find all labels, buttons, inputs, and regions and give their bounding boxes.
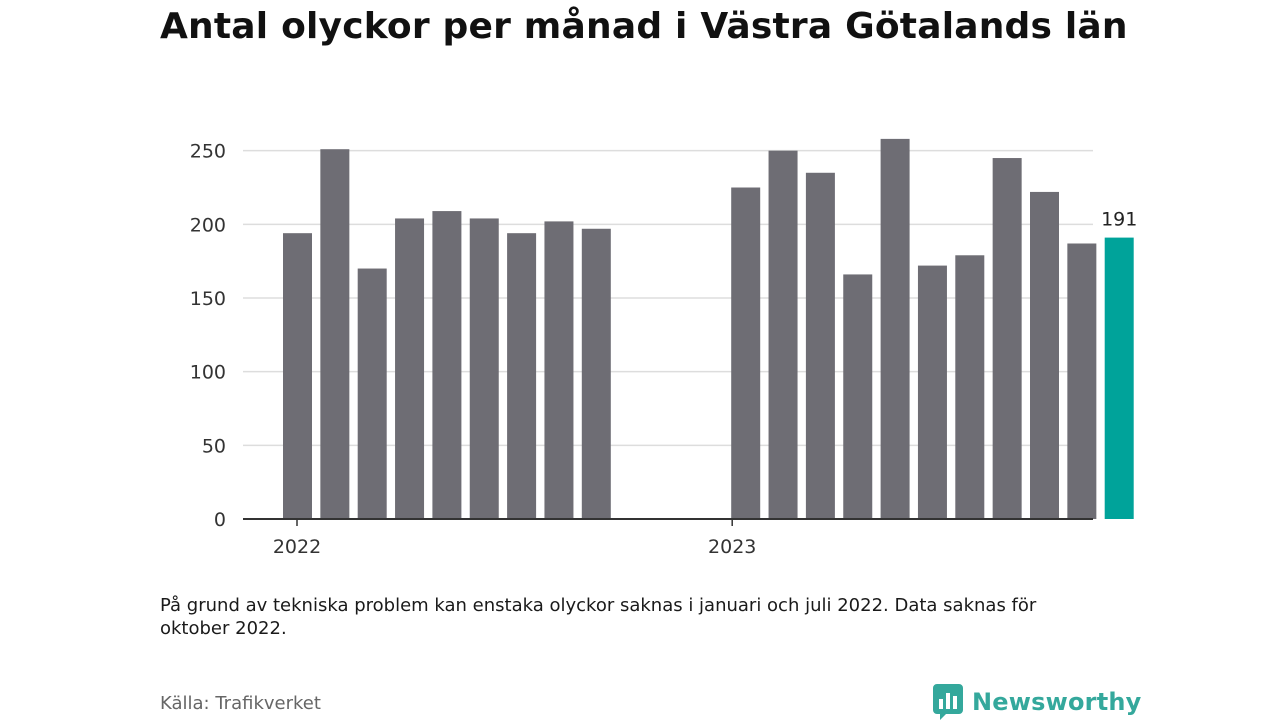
x-tick-label: 2023 [708,536,756,558]
bar [544,221,574,519]
bar [880,138,910,519]
bar-chart: 0 50 100 150 200 250 2022 2023 191 [190,138,1137,558]
y-tick-label: 50 [202,435,226,457]
bar [992,158,1022,519]
newsworthy-logo-icon [933,684,963,720]
y-tick-label: 0 [214,509,226,531]
bar-highlight [1104,237,1134,519]
y-tick-label: 200 [190,214,226,236]
chart-note: På grund av tekniska problem kan enstaka… [160,595,1037,639]
y-tick-label: 250 [190,141,226,163]
data-labels: 191 [1101,209,1137,231]
y-tick-label: 100 [190,362,226,384]
bar [1030,191,1059,519]
y-axis-ticks: 0 50 100 150 200 250 [190,141,226,531]
bar [843,274,873,519]
brand-name: Newsworthy [972,688,1142,716]
bar [955,255,985,519]
chart-title: Antal olyckor per månad i Västra Götalan… [160,6,1128,47]
bar [731,187,761,519]
bar [1067,243,1097,519]
bar [320,149,350,519]
bar [469,218,499,520]
bar [432,211,462,519]
newsworthy-logo[interactable]: Newsworthy [933,684,1142,720]
bar [581,228,611,520]
source-text: Källa: Trafikverket [160,693,321,714]
bar [395,218,425,520]
bar [805,172,835,519]
bar [768,150,798,520]
bar [917,265,947,519]
x-axis: 2022 2023 [243,518,1093,558]
bar-value-label: 191 [1101,209,1137,231]
bar [357,268,387,519]
y-tick-label: 150 [190,288,226,310]
bar [507,233,537,519]
bar [283,233,312,519]
bars [283,138,1134,520]
x-tick-label: 2022 [273,536,321,558]
